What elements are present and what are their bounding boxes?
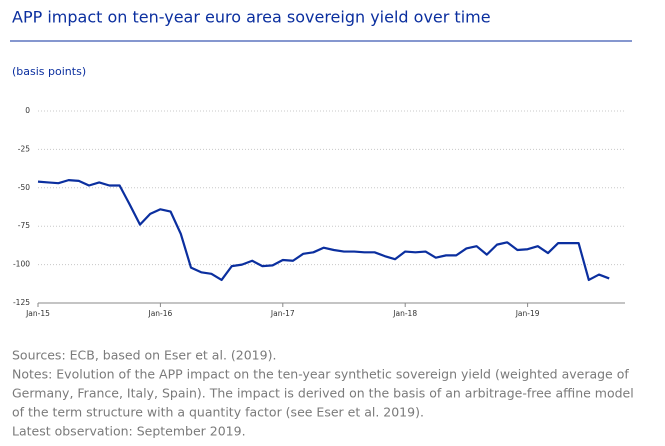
footer-line: Germany, France, Italy, Spain). The impa… <box>12 386 634 401</box>
x-tick-label: Jan-18 <box>392 309 417 318</box>
y-tick-label: -50 <box>18 183 30 192</box>
x-tick-label: Jan-17 <box>270 309 295 318</box>
data-line <box>37 179 610 282</box>
x-tick-label: Jan-19 <box>515 309 540 318</box>
y-tick-label: -100 <box>13 260 30 269</box>
y-tick-label: 0 <box>25 106 30 115</box>
x-tick-label: Jan-15 <box>25 309 50 318</box>
chart-title: APP impact on ten-year euro area soverei… <box>12 8 491 27</box>
y-tick-label: -125 <box>13 298 30 307</box>
y-tick-label: -75 <box>18 221 30 230</box>
footer-line: Sources: ECB, based on Eser et al. (2019… <box>12 348 276 363</box>
footer-line: Notes: Evolution of the APP impact on th… <box>12 367 629 382</box>
footer-line: Latest observation: September 2019. <box>12 424 246 439</box>
x-tick-label: Jan-16 <box>147 309 172 318</box>
footer-line: of the term structure with a quantity fa… <box>12 405 424 420</box>
axis-unit: (basis points) <box>12 65 86 78</box>
y-tick-label: -25 <box>18 144 30 153</box>
